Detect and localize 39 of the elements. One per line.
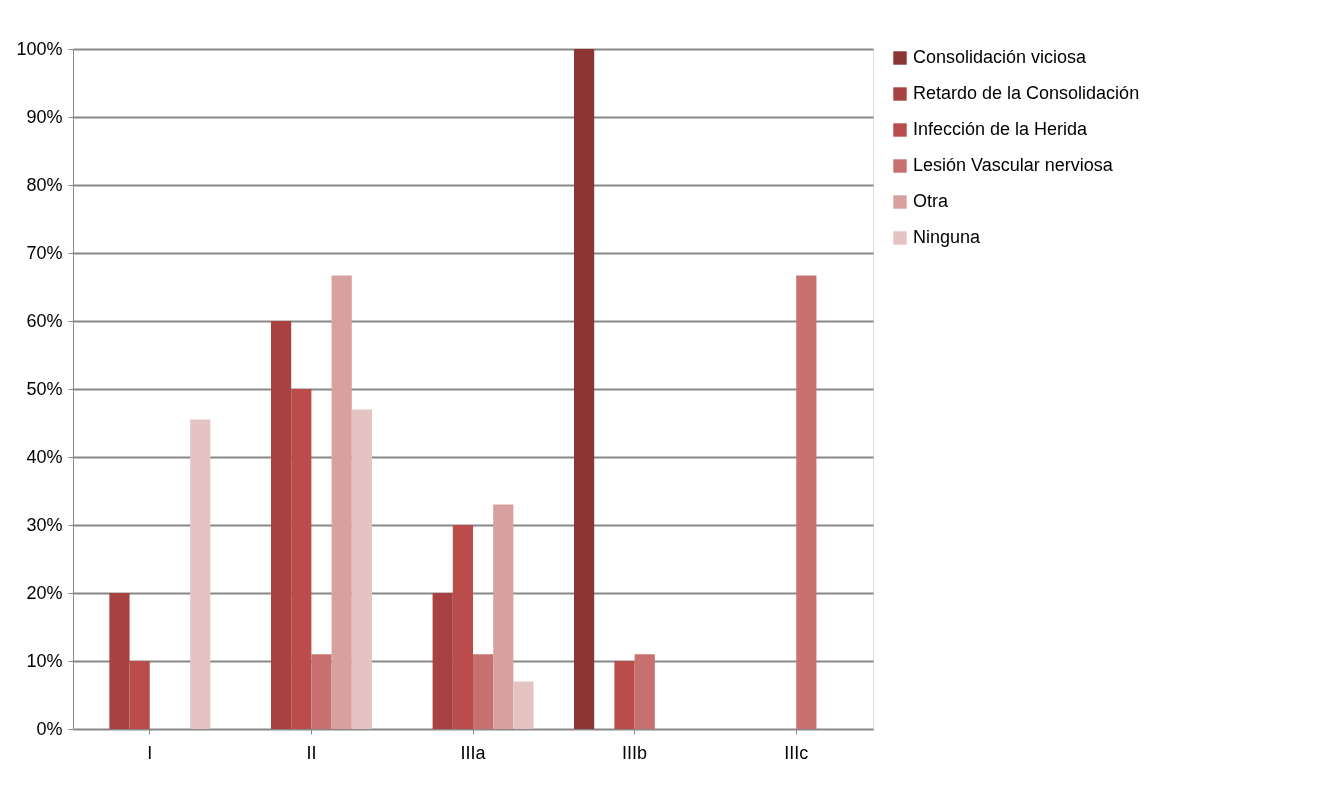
y-tick-label: 10% xyxy=(26,650,63,671)
y-tick-label: 40% xyxy=(26,446,63,467)
y-tick-label: 30% xyxy=(26,514,63,535)
bar xyxy=(311,654,332,729)
y-tick-label: 60% xyxy=(26,310,63,331)
x-tick-label: I xyxy=(147,742,153,763)
legend-label: Otra xyxy=(913,191,949,211)
legend-label: Lesión Vascular nerviosa xyxy=(913,155,1114,175)
x-tick-label: IIIb xyxy=(622,742,648,763)
bar xyxy=(291,389,312,729)
bar xyxy=(129,661,150,729)
bar xyxy=(473,654,494,729)
y-tick-label: 80% xyxy=(26,174,63,195)
bar xyxy=(109,593,130,729)
x-tick-label: II xyxy=(306,742,317,763)
y-tick-label: 70% xyxy=(26,242,63,263)
x-tick-label: IIIa xyxy=(460,742,487,763)
bar xyxy=(513,681,534,729)
bar xyxy=(452,525,473,729)
bar xyxy=(190,419,211,729)
y-tick-label: 100% xyxy=(16,38,63,59)
legend-label: Retardo de la Consolidación xyxy=(913,83,1140,103)
legend-label: Infección de la Herida xyxy=(913,119,1089,139)
legend-label: Consolidación viciosa xyxy=(913,47,1088,67)
y-tick-label: 20% xyxy=(26,582,63,603)
legend-label: Ninguna xyxy=(913,227,982,247)
bar xyxy=(796,275,817,729)
x-tick-label: IIIc xyxy=(784,742,809,763)
bar xyxy=(634,654,655,729)
y-tick-label: 0% xyxy=(36,718,63,739)
y-tick-label: 50% xyxy=(26,378,63,399)
bar xyxy=(614,661,635,729)
bar xyxy=(270,321,292,729)
y-tick-label: 90% xyxy=(26,106,63,127)
bar xyxy=(331,275,352,729)
bar xyxy=(574,49,595,729)
bar xyxy=(432,593,453,729)
bar xyxy=(493,504,514,729)
bar xyxy=(351,409,372,729)
